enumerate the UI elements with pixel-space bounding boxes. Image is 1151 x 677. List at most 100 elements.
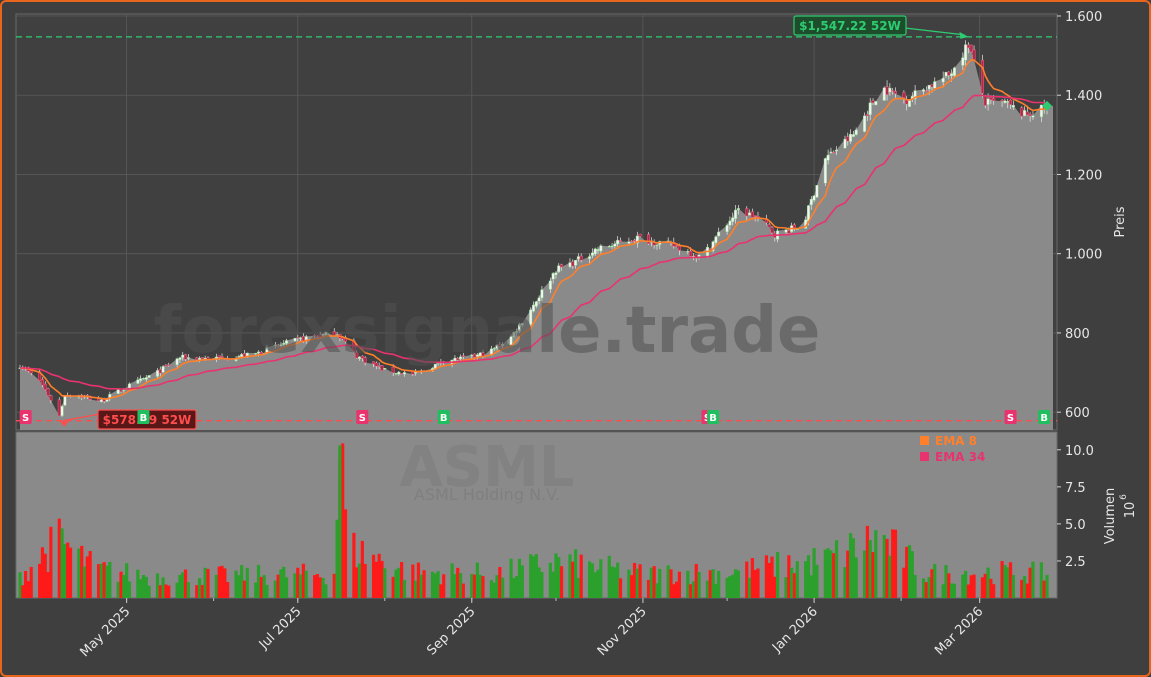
- volume-bar: [747, 577, 752, 598]
- candle: [49, 394, 53, 404]
- volume-bar: [655, 583, 659, 598]
- low-52w-arrow: [63, 413, 101, 422]
- candle: [273, 341, 277, 349]
- volume-bar: [57, 518, 61, 598]
- volume-bar: [618, 578, 623, 598]
- candle-body: [529, 309, 533, 325]
- volume-bar: [46, 572, 50, 598]
- candle-body: [874, 101, 878, 106]
- candle-body: [731, 217, 735, 222]
- candle: [1006, 99, 1010, 109]
- candle: [924, 86, 928, 92]
- legend-label: EMA 34: [935, 450, 985, 464]
- candle: [509, 334, 513, 347]
- volume-bar: [1011, 575, 1015, 598]
- volume-bar: [461, 583, 465, 598]
- volume-bar: [164, 584, 168, 598]
- candle-body: [299, 337, 303, 340]
- volume-bar: [512, 577, 516, 598]
- volume-axis-label: Volumen: [1103, 488, 1118, 545]
- candle: [767, 222, 771, 228]
- candle-body: [321, 333, 325, 336]
- candle-body: [924, 90, 928, 92]
- volume-bar: [717, 570, 721, 598]
- candle: [279, 342, 283, 348]
- volume-bar: [863, 550, 867, 598]
- candle-body: [851, 134, 855, 137]
- volume-bar: [646, 579, 651, 598]
- candle: [952, 66, 956, 78]
- volume-bar: [206, 568, 210, 598]
- volume-bar: [24, 570, 28, 598]
- volume-multiplier-label: 10: [1123, 502, 1138, 519]
- volume-bar: [627, 569, 631, 598]
- candle: [167, 362, 171, 367]
- volume-bar: [736, 570, 740, 598]
- candle: [736, 204, 740, 215]
- candle: [186, 354, 190, 361]
- candle: [675, 245, 679, 248]
- candle-body: [391, 366, 395, 374]
- candle-body: [181, 354, 185, 358]
- candle-body: [829, 151, 833, 154]
- signal-label: B: [440, 413, 448, 424]
- candle: [734, 205, 738, 224]
- signal-box: [356, 410, 369, 424]
- candle: [515, 328, 519, 337]
- volume-bar: [554, 553, 558, 598]
- volume-bar: [809, 575, 813, 598]
- volume-bar: [293, 573, 297, 598]
- candle-body: [282, 343, 286, 345]
- candle: [1009, 99, 1013, 109]
- candle: [43, 381, 47, 391]
- candle: [461, 352, 465, 360]
- volume-bar-spike: [338, 445, 342, 598]
- volume-bar: [607, 555, 611, 598]
- candle-body: [784, 229, 788, 233]
- signal-label: B: [709, 413, 717, 424]
- volume-bar: [470, 574, 474, 598]
- candle: [944, 71, 948, 78]
- volume-bar: [63, 544, 67, 598]
- volume-bar: [961, 574, 965, 598]
- candle-body: [574, 260, 578, 266]
- volume-bar: [509, 558, 513, 598]
- candle: [888, 83, 892, 96]
- candle: [158, 366, 162, 377]
- candle-body: [548, 280, 552, 290]
- volume-bar: [122, 575, 126, 598]
- candle-body: [635, 235, 639, 244]
- candle-body: [590, 252, 594, 256]
- volume-bar: [357, 563, 362, 598]
- candle: [574, 260, 578, 269]
- candle: [731, 212, 735, 226]
- volume-bar: [60, 528, 64, 598]
- watermark-company: ASML Holding N.V.: [414, 485, 560, 504]
- candle-body: [767, 224, 771, 228]
- volume-bar: [200, 584, 204, 598]
- volume-bar: [874, 530, 878, 598]
- candle: [540, 285, 544, 301]
- volume-bar: [458, 573, 463, 598]
- candle-body: [377, 365, 381, 367]
- volume-bar: [217, 566, 221, 598]
- candle: [1028, 112, 1032, 122]
- volume-bar: [88, 551, 92, 598]
- volume-bar: [745, 561, 749, 598]
- volume-bar: [557, 557, 561, 598]
- volume-bar: [96, 564, 101, 598]
- candle-body: [372, 361, 376, 365]
- volume-bar: [649, 567, 653, 598]
- candle-body: [610, 245, 614, 247]
- candle-body: [293, 338, 297, 342]
- candle: [1003, 98, 1007, 104]
- candle-body: [540, 289, 544, 299]
- volume-bar: [941, 584, 945, 598]
- candle-body: [865, 114, 869, 116]
- time-tick-label: Jul 2025: [256, 604, 305, 653]
- candle-body: [980, 59, 984, 94]
- candle-body: [296, 337, 300, 339]
- candle-body: [964, 44, 968, 61]
- candle: [835, 146, 839, 156]
